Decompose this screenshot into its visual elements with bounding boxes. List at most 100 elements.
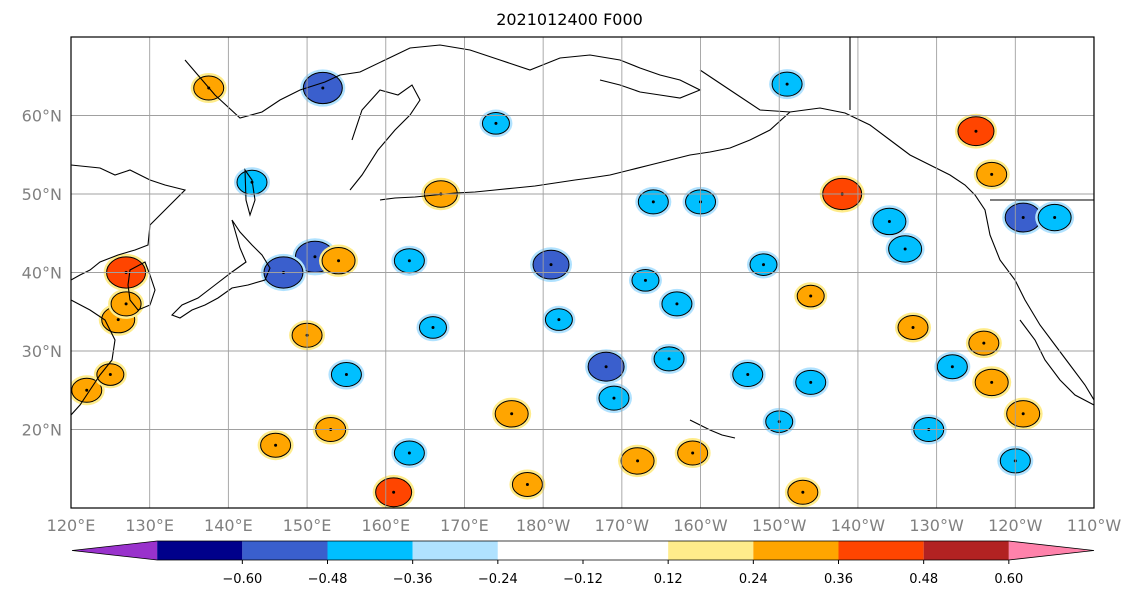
significance-dot (809, 380, 813, 384)
significance-dot (108, 373, 112, 377)
asia-coastline (71, 164, 187, 281)
significance-dot (990, 380, 994, 384)
significance-dot (510, 412, 514, 416)
lat-tick-label: 40°N (22, 264, 62, 283)
significance-dot (313, 255, 317, 259)
lon-tick-label: 110°W (1067, 516, 1122, 535)
significance-dot (494, 121, 498, 125)
significance-dot (337, 259, 341, 263)
graticule (70, 37, 1095, 508)
japan-coastline (171, 219, 271, 319)
significance-dot (85, 388, 89, 392)
lon-tick-label: 130°E (125, 516, 174, 535)
lon-tick-label: 170°W (595, 516, 650, 535)
significance-dot (274, 443, 278, 447)
significance-dot (887, 219, 891, 223)
significance-dot (761, 263, 765, 267)
lon-tick-label: 160°W (673, 516, 728, 535)
colorbar-bin (412, 541, 498, 560)
significance-dot (911, 325, 915, 329)
colorbar-bin (157, 541, 243, 560)
colorbar-bin (838, 541, 924, 560)
significance-dot (785, 82, 789, 86)
lon-tick-label: 140°E (204, 516, 253, 535)
colorbar-bin (923, 541, 1009, 560)
lon-tick-label: 160°E (361, 516, 410, 535)
colorbar-bin (242, 541, 328, 560)
lon-tick-label: 170°E (440, 516, 489, 535)
hawaii-islands (689, 419, 736, 439)
lat-tick-label: 60°N (22, 107, 62, 126)
significance-dot (557, 318, 561, 322)
significance-dot (124, 302, 128, 306)
significance-dot (675, 302, 679, 306)
colorbar-bin (668, 541, 754, 560)
colorbar-bin (327, 541, 413, 560)
significance-dot (801, 490, 805, 494)
significance-dot (643, 278, 647, 282)
colorbar-bin (1008, 541, 1094, 560)
significance-dot (549, 263, 553, 267)
colorbar: −0.60 −0.48 −0.36 −0.24 −0.12 0.12 0.24 0.36 0.4… (71, 540, 1095, 587)
colorbar-outline (71, 540, 1095, 561)
alaska-coastline (699, 69, 1094, 401)
colorbar-tick-label: 0.12 (654, 572, 683, 587)
lon-tick-label: 180°W (516, 516, 571, 535)
kamchatka-coastline (349, 84, 421, 191)
significance-dot (950, 365, 954, 369)
significance-dot (990, 172, 994, 176)
colorbar-tick-label: −0.36 (393, 572, 433, 587)
colorbar-tick-label: −0.60 (222, 572, 262, 587)
significance-dot (982, 341, 986, 345)
axis-ticks: 120°E 130°E 140°E 150°E 160°E 170°E 180°W 170°W… (22, 107, 1122, 536)
map-title: 2021012400 F000 (496, 10, 643, 29)
significance-dot (667, 357, 671, 361)
significance-dot (321, 86, 325, 90)
significance-dot (392, 490, 396, 494)
lat-tick-label: 30°N (22, 342, 62, 361)
significance-dot (651, 200, 655, 204)
lon-tick-label: 130°W (909, 516, 964, 535)
significance-dot (1021, 412, 1025, 416)
significance-dot (974, 129, 978, 133)
lat-tick-label: 20°N (22, 421, 62, 440)
significance-dot (691, 451, 695, 455)
colorbar-tick-label: −0.12 (563, 572, 603, 587)
colorbar-tick-label: −0.24 (478, 572, 518, 587)
significance-dot (525, 482, 529, 486)
colorbar-tick-label: 0.24 (739, 572, 768, 587)
colorbar-tick-label: 0.60 (994, 572, 1023, 587)
colorbar-bin (72, 541, 158, 560)
significance-dot (746, 373, 750, 377)
canada-coastline (849, 37, 1094, 110)
significance-dot (407, 259, 411, 263)
significance-dot (1053, 216, 1057, 220)
lon-tick-label: 120°E (47, 516, 96, 535)
colorbar-tick-label: 0.36 (824, 572, 853, 587)
significance-dot (636, 459, 640, 463)
significance-dot (809, 294, 813, 298)
lon-tick-label: 120°W (988, 516, 1043, 535)
significance-dot (407, 451, 411, 455)
china-coastline (71, 299, 116, 416)
significance-dot (612, 396, 616, 400)
colorbar-tick-label: 0.48 (909, 572, 938, 587)
significance-dot (344, 373, 348, 377)
colorbar-bin (583, 541, 669, 560)
significance-dot (431, 325, 435, 329)
colorbar-bin (497, 541, 583, 560)
significance-dot (1021, 216, 1025, 220)
aleutian-chain (379, 179, 576, 201)
sakhalin-coastline (244, 168, 256, 217)
lon-tick-label: 150°W (752, 516, 807, 535)
lon-tick-label: 140°W (831, 516, 886, 535)
significance-dot (903, 247, 907, 251)
colorbar-bin (753, 541, 839, 560)
siberia-coastline (184, 44, 702, 119)
anomaly-field (71, 69, 1075, 508)
alaska-peninsula-coastline (574, 111, 791, 181)
map-frame (70, 36, 1095, 509)
significance-dot (604, 365, 608, 369)
lat-tick-label: 50°N (22, 185, 62, 204)
